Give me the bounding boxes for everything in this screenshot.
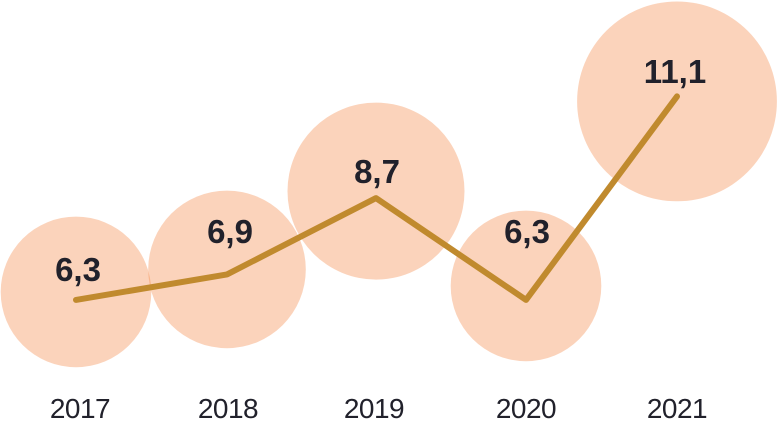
value-label-2020: 6,3 (504, 213, 550, 250)
x-tick-label-2019: 2019 (344, 393, 404, 423)
value-label-2019: 8,7 (354, 153, 400, 190)
x-tick-label-2018: 2018 (198, 393, 258, 423)
x-tick-label-2021: 2021 (647, 393, 707, 423)
value-label-2017: 6,3 (55, 251, 101, 288)
bubble-2018 (148, 190, 306, 349)
value-label-2018: 6,9 (207, 213, 253, 250)
bubble-2017 (0, 216, 152, 368)
trend-line (73, 93, 680, 303)
bubble-2019 (287, 102, 465, 280)
value-label-2021: 11,1 (644, 53, 706, 90)
x-tick-label-2017: 2017 (50, 393, 110, 423)
x-tick-label-2020: 2020 (496, 393, 556, 423)
